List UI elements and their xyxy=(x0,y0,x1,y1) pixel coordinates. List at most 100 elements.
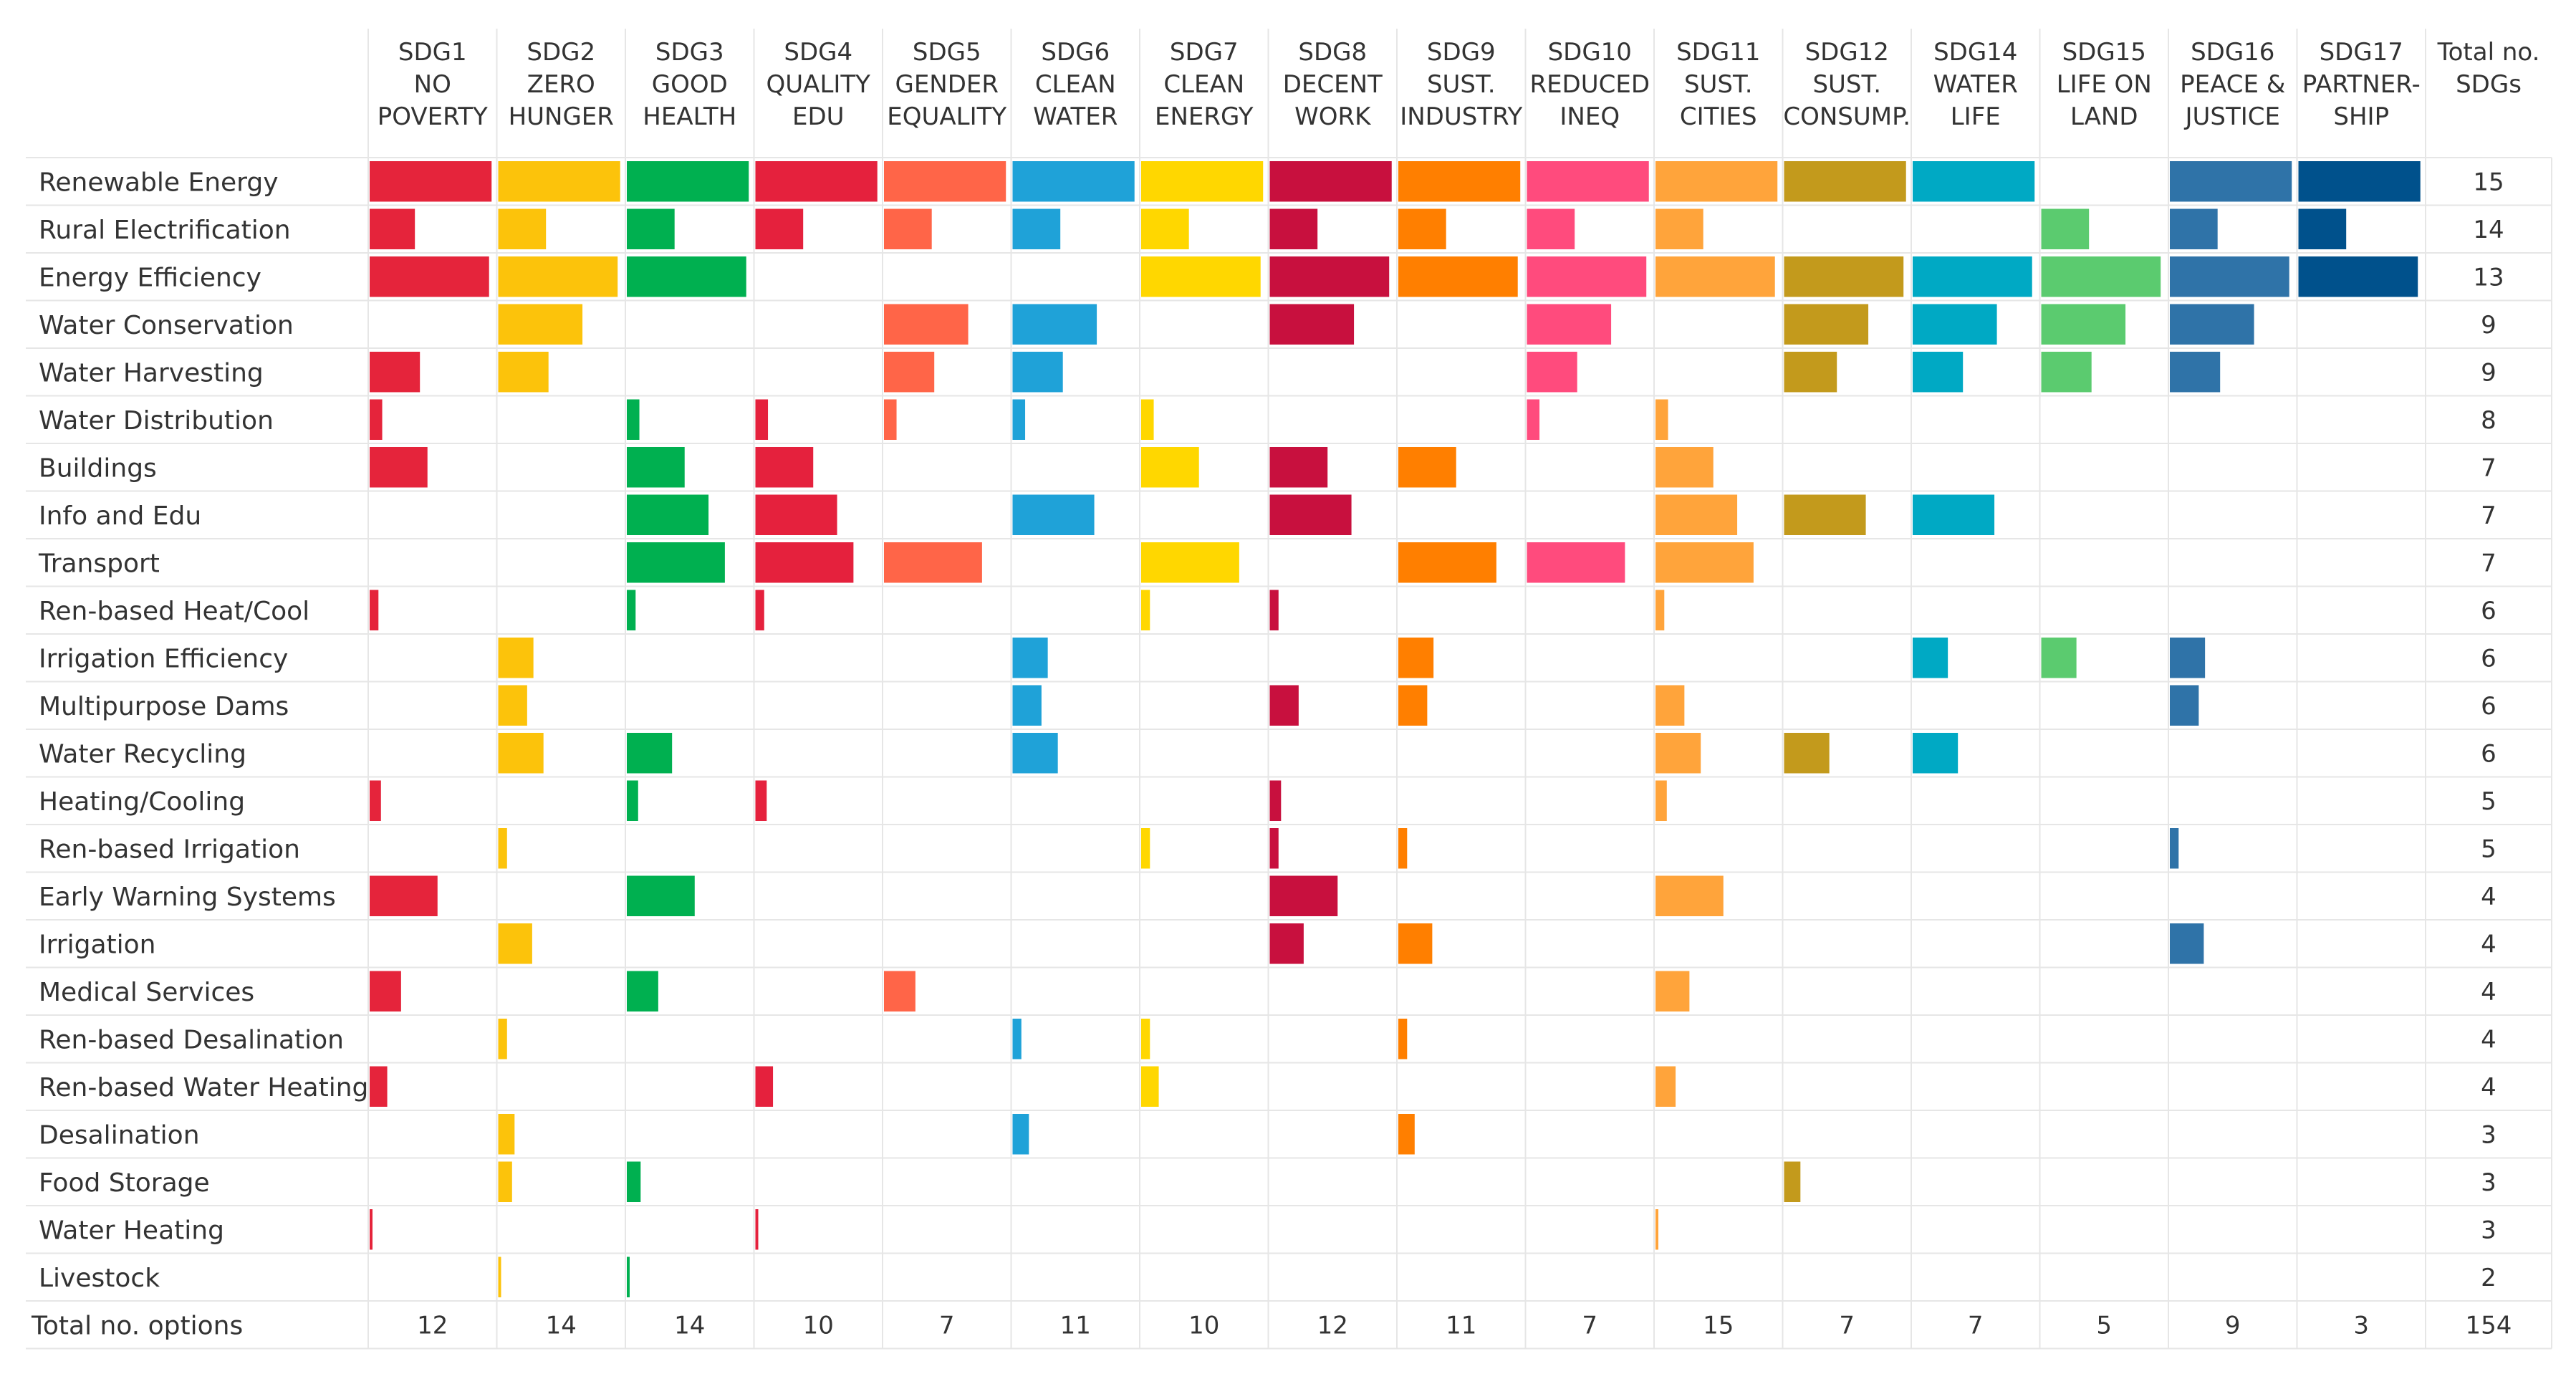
bar-sdg1 xyxy=(370,161,492,202)
bar-sdg14 xyxy=(1913,161,2035,202)
column-header-line: GOOD xyxy=(652,70,728,99)
bar-sdg2 xyxy=(498,923,532,964)
bar-sdg12 xyxy=(1784,494,1866,535)
bar-sdg8 xyxy=(1269,447,1328,488)
bar-sdg11 xyxy=(1655,256,1775,297)
bar-sdg4 xyxy=(755,542,854,583)
bar-sdg7 xyxy=(1141,208,1189,249)
bar-sdg11 xyxy=(1655,447,1714,488)
column-header-line: EDU xyxy=(792,102,845,131)
column-header-line: INEQ xyxy=(1559,102,1620,131)
bar-sdg12 xyxy=(1784,304,1869,345)
bar-sdg10 xyxy=(1527,304,1612,345)
bar-sdg1 xyxy=(370,352,420,393)
bar-sdg9 xyxy=(1398,638,1434,678)
bar-sdg2 xyxy=(498,161,620,202)
bar-sdg9 xyxy=(1398,256,1518,297)
bar-sdg16 xyxy=(2170,208,2218,249)
footer-total-sdg7: 10 xyxy=(1188,1311,1219,1340)
bar-sdg8 xyxy=(1269,161,1392,202)
bar-sdg4 xyxy=(755,1066,774,1107)
bar-sdg3 xyxy=(627,875,695,916)
row-total: 4 xyxy=(2481,978,2496,1006)
footer-total-sdg14: 7 xyxy=(1968,1311,1984,1340)
bar-sdg16 xyxy=(2170,828,2179,869)
bar-sdg14 xyxy=(1913,304,1997,345)
bar-sdg9 xyxy=(1398,685,1428,726)
bar-sdg2 xyxy=(498,685,527,726)
row-label: Medical Services xyxy=(39,978,254,1007)
row-label: Water Distribution xyxy=(39,406,274,436)
column-header-line: CLEAN xyxy=(1035,70,1116,99)
bar-sdg8 xyxy=(1269,685,1299,726)
bar-sdg4 xyxy=(755,208,804,249)
footer-total-sdg2: 14 xyxy=(546,1311,577,1340)
bar-sdg5 xyxy=(884,161,1006,202)
bar-sdg8 xyxy=(1269,494,1352,535)
column-header-line: WATER xyxy=(1033,102,1118,131)
footer-total-sdg4: 10 xyxy=(803,1311,834,1340)
bar-sdg6 xyxy=(1012,208,1061,249)
column-header-line: CLEAN xyxy=(1163,70,1244,99)
bar-sdg1 xyxy=(370,780,381,821)
column-header-line: Total no. xyxy=(2437,38,2540,67)
column-header-total: Total no. SDGs xyxy=(2437,38,2540,99)
column-header-sdg17: SDG17 PARTNER- SHIP xyxy=(2302,38,2421,131)
bar-sdg10 xyxy=(1527,208,1575,249)
bar-sdg11 xyxy=(1655,161,1778,202)
row-total: 4 xyxy=(2481,1073,2496,1102)
bar-sdg1 xyxy=(370,208,415,249)
column-header-sdg9: SDG9 SUST. INDUSTRY xyxy=(1400,38,1522,131)
row-label: Desalination xyxy=(39,1120,200,1150)
bar-sdg4 xyxy=(755,494,837,535)
bar-sdg2 xyxy=(498,304,583,345)
row-label: Multipurpose Dams xyxy=(39,692,289,721)
grid-layer xyxy=(26,29,2552,1350)
bar-sdg7 xyxy=(1141,447,1199,488)
column-header-line: POVERTY xyxy=(378,102,488,131)
bar-sdg11 xyxy=(1655,208,1703,249)
bar-sdg1 xyxy=(370,399,383,440)
bar-sdg9 xyxy=(1398,1019,1408,1059)
bar-sdg2 xyxy=(498,733,544,774)
bar-sdg3 xyxy=(627,733,673,774)
row-total: 3 xyxy=(2481,1216,2496,1244)
row-label: Heating/Cooling xyxy=(39,787,245,817)
bar-sdg3 xyxy=(627,1161,641,1202)
column-header-line: SDG16 xyxy=(2191,38,2274,67)
row-total: 5 xyxy=(2481,835,2496,863)
column-header-sdg11: SDG11 SUST. CITIES xyxy=(1676,38,1760,131)
bar-sdg3 xyxy=(627,208,675,249)
bar-sdg8 xyxy=(1269,256,1390,297)
column-header-sdg12: SDG12 SUST. CONSUMP. xyxy=(1783,38,1911,131)
column-header-line: JUSTICE xyxy=(2183,102,2280,131)
bar-sdg11 xyxy=(1655,971,1690,1011)
row-label: Renewable Energy xyxy=(39,168,279,197)
bar-sdg8 xyxy=(1269,208,1318,249)
bar-sdg8 xyxy=(1269,780,1282,821)
bar-sdg2 xyxy=(498,256,618,297)
bar-sdg9 xyxy=(1398,447,1456,488)
bar-sdg1 xyxy=(370,971,401,1011)
bar-sdg3 xyxy=(627,1256,630,1297)
bar-sdg11 xyxy=(1655,399,1668,440)
text-layer: SDG1 NO POVERTY SDG2 ZERO HUNGER SDG3 GOOD HEALT… xyxy=(31,38,2539,1340)
row-label: Ren-based Heat/Cool xyxy=(39,597,309,626)
bar-sdg7 xyxy=(1141,542,1239,583)
row-label: Food Storage xyxy=(39,1168,210,1198)
row-total: 6 xyxy=(2481,597,2496,625)
column-header-line: SDG2 xyxy=(527,38,595,67)
bar-sdg4 xyxy=(755,399,769,440)
column-header-line: PARTNER- xyxy=(2302,70,2421,99)
column-header-sdg7: SDG7 CLEAN ENERGY xyxy=(1155,38,1254,131)
bar-sdg8 xyxy=(1269,590,1279,630)
bar-sdg9 xyxy=(1398,828,1408,869)
column-header-sdg14: SDG14 WATER LIFE xyxy=(1933,38,2018,131)
bar-sdg16 xyxy=(2170,685,2199,726)
column-header-line: SUST. xyxy=(1427,70,1496,99)
column-header-line: CONSUMP. xyxy=(1783,102,1911,131)
bar-sdg4 xyxy=(755,1209,759,1250)
column-header-line: SDG11 xyxy=(1676,38,1760,67)
bar-sdg11 xyxy=(1655,780,1667,821)
